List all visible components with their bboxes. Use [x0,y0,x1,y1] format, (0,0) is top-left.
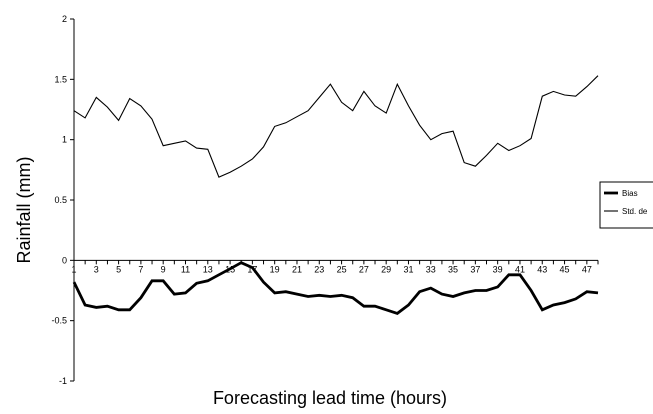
y-tick-label: 0 [62,255,67,265]
x-axis-label: Forecasting lead time (hours) [213,388,447,408]
x-tick-label: 47 [582,264,592,274]
legend-label: Std. de [622,207,648,216]
legend-label: Bias [622,189,638,198]
legend-box [599,181,653,229]
x-tick-label: 27 [359,264,369,274]
series-lines [72,75,599,315]
x-tick-label: 25 [337,264,347,274]
x-tick-label: 41 [515,264,525,274]
x-tick-label: 7 [138,264,143,274]
x-tick-label: 45 [560,264,570,274]
x-tick-label: 1 [71,264,76,274]
x-tick-label: 43 [537,264,547,274]
x-tick-label: 11 [181,264,190,274]
x-tick-label: 5 [116,264,121,274]
series-line-bias [72,261,599,315]
x-tick-label: 39 [493,264,503,274]
x-tick-label: 31 [403,264,413,274]
x-tick-label: 33 [426,264,436,274]
y-tick-label: -0.5 [51,316,67,326]
legend: Bias Std. de [599,181,653,229]
x-tick-label: 9 [161,264,166,274]
axes [73,19,598,381]
y-tick-label: 1 [62,135,67,145]
y-axis-label: Rainfall (mm) [14,156,34,263]
x-axis-ticks: 1 3 5 7 9 11 13 15 17 19 21 23 25 27 29 31 33 35 37 39 41 43 4… [71,260,599,274]
x-tick-label: 13 [203,264,213,274]
x-tick-label: 19 [270,264,280,274]
x-tick-label: 3 [94,264,99,274]
series-line-std-de [73,75,599,178]
y-tick-label: 2 [62,14,67,24]
x-tick-label: 23 [314,264,324,274]
x-tick-label: 37 [470,264,480,274]
y-tick-label: 1.5 [54,74,67,84]
y-tick-label: -1 [59,376,67,386]
x-tick-label: 29 [381,264,391,274]
y-tick-label: 0.5 [54,195,67,205]
y-axis-ticks: -1 -0.5 0 0.5 1 1.5 2 [51,14,74,386]
x-tick-label: 21 [292,264,302,274]
x-tick-label: 35 [448,264,458,274]
